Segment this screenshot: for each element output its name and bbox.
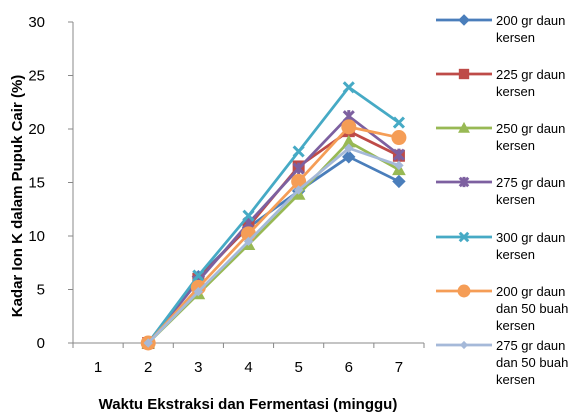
x-tick-label: 4 bbox=[244, 359, 252, 376]
data-point bbox=[243, 236, 254, 247]
data-point bbox=[392, 116, 405, 129]
legend-marker bbox=[458, 231, 470, 243]
data-point bbox=[292, 162, 305, 175]
y-tick-label: 25 bbox=[28, 68, 45, 85]
series-line bbox=[147, 114, 400, 344]
legend-label: 200 gr daun dan 50 buah kersen bbox=[496, 284, 568, 333]
y-axis-title: Kadar Ion K dalam Pupuk Cair (%) bbox=[9, 75, 26, 318]
legend-item-4: 275 gr daun kersen bbox=[436, 175, 565, 207]
x-axis-title: Waktu Ekstraksi dan Fermentasi (minggu) bbox=[99, 396, 398, 413]
y-tick-label: 30 bbox=[28, 14, 45, 31]
data-point bbox=[341, 119, 357, 135]
series-line bbox=[147, 125, 400, 344]
y-tick-label: 0 bbox=[37, 335, 45, 352]
data-point bbox=[192, 269, 205, 282]
legend: 200 gr daun kersen 225 gr daun kersen 250 gr… bbox=[436, 13, 568, 387]
legend-marker bbox=[458, 176, 470, 188]
x-axis: 1 2 3 4 5 6 7 bbox=[72, 342, 425, 376]
y-tick-label: 15 bbox=[28, 175, 45, 192]
legend-marker bbox=[459, 340, 469, 350]
x-tick-label: 1 bbox=[94, 359, 102, 376]
data-point bbox=[193, 286, 204, 297]
data-point bbox=[392, 174, 406, 189]
legend-item-1: 200 gr daun kersen bbox=[436, 13, 565, 45]
series-3 bbox=[141, 134, 406, 349]
x-tick-label: 3 bbox=[194, 359, 202, 376]
legend-label: 200 gr daun kersen bbox=[496, 13, 565, 45]
legend-marker bbox=[457, 284, 471, 298]
y-tick-label: 10 bbox=[28, 228, 45, 245]
series-7 bbox=[143, 143, 404, 348]
legend-item-2: 225 gr daun kersen bbox=[436, 67, 565, 99]
data-point bbox=[392, 148, 405, 161]
series-4 bbox=[142, 110, 405, 350]
series-1 bbox=[141, 150, 406, 350]
legend-label: 275 gr daun kersen bbox=[496, 175, 565, 207]
legend-marker bbox=[458, 121, 470, 133]
legend-item-3: 250 gr daun kersen bbox=[436, 121, 565, 153]
data-point bbox=[342, 81, 355, 94]
y-tick-label: 5 bbox=[37, 282, 45, 299]
legend-marker bbox=[458, 14, 470, 26]
plot-lines bbox=[140, 81, 407, 351]
data-point bbox=[143, 338, 153, 348]
legend-label: 250 gr daun kersen bbox=[496, 121, 565, 153]
data-point bbox=[242, 209, 255, 222]
legend-item-7: 275 gr daun dan 50 buah kersen bbox=[436, 338, 568, 387]
legend-label: 275 gr daun dan 50 buah kersen bbox=[496, 338, 568, 387]
series-line bbox=[147, 85, 400, 344]
legend-item-5: 300 gr daun kersen bbox=[436, 230, 565, 262]
legend-label: 225 gr daun kersen bbox=[496, 67, 565, 99]
legend-marker bbox=[458, 68, 470, 80]
x-tick-label: 7 bbox=[395, 359, 403, 376]
y-axis: 0 5 10 15 20 25 30 bbox=[28, 14, 74, 352]
x-tick-label: 2 bbox=[144, 359, 152, 376]
series-2 bbox=[142, 125, 405, 349]
data-point bbox=[394, 160, 404, 171]
x-tick-label: 5 bbox=[294, 359, 302, 376]
y-tick-label: 20 bbox=[28, 121, 45, 138]
series-line bbox=[147, 140, 400, 344]
legend-label: 300 gr daun kersen bbox=[496, 230, 565, 262]
data-point bbox=[391, 130, 407, 146]
x-tick-label: 6 bbox=[345, 359, 353, 376]
data-point bbox=[344, 143, 354, 153]
data-point bbox=[293, 185, 304, 195]
series-line bbox=[147, 146, 400, 344]
data-point bbox=[342, 150, 356, 164]
legend-item-6: 200 gr daun dan 50 buah kersen bbox=[436, 284, 568, 333]
data-point bbox=[292, 145, 305, 158]
